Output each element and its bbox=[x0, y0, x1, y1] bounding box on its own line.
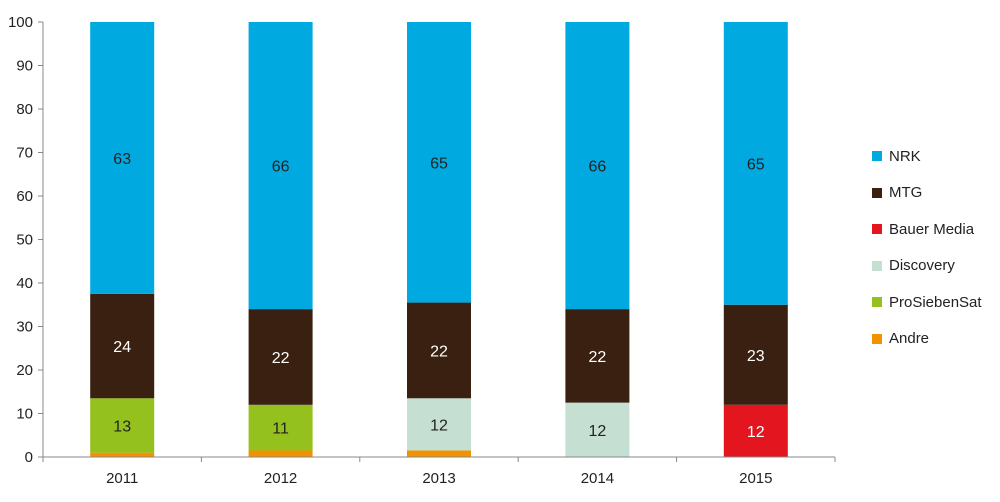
y-tick-label: 80 bbox=[16, 101, 33, 118]
bar-segment-nrk bbox=[248, 22, 313, 310]
bar-segment-mtg bbox=[723, 304, 788, 405]
bar-value-label: 11 bbox=[272, 421, 289, 438]
bar-value-label: 12 bbox=[747, 424, 765, 441]
bar-value-label: 12 bbox=[430, 417, 448, 434]
bar-value-label: 65 bbox=[747, 156, 765, 173]
x-tick-label: 2012 bbox=[264, 470, 297, 487]
bar-value-label: 24 bbox=[113, 339, 131, 356]
legend-label: NRK bbox=[889, 147, 921, 165]
legend-swatch bbox=[872, 151, 882, 161]
bar-value-label: 22 bbox=[272, 350, 290, 367]
legend-swatch bbox=[872, 297, 882, 308]
y-tick-label: 0 bbox=[25, 449, 33, 466]
bar-segment-prosiebensat bbox=[248, 404, 313, 451]
y-tick-label: 20 bbox=[16, 362, 33, 379]
bar-segment-andre bbox=[248, 450, 313, 457]
legend-label: Andre bbox=[889, 330, 930, 348]
y-tick-label: 10 bbox=[16, 406, 33, 423]
bar-segment-mtg bbox=[248, 309, 313, 405]
legend-item: NRK bbox=[872, 146, 982, 166]
bar-segment-discovery bbox=[407, 398, 471, 451]
bar-segment-mtg bbox=[565, 309, 630, 403]
y-tick-label: 100 bbox=[8, 14, 33, 31]
bar-segment-discovery bbox=[565, 402, 630, 457]
bar-value-label: 23 bbox=[747, 348, 765, 365]
legend-label: ProSiebenSat bbox=[889, 293, 982, 311]
x-tick-label: 2014 bbox=[581, 470, 614, 487]
legend-swatch bbox=[872, 224, 882, 235]
legend-label: Bauer Media bbox=[889, 220, 975, 238]
bar-segment-mtg bbox=[407, 302, 471, 399]
bar-segment-nrk bbox=[565, 22, 630, 310]
bar-segment-mtg bbox=[90, 293, 155, 399]
bar-segment-andre bbox=[407, 450, 471, 457]
bar-segment-bauer-media bbox=[723, 404, 788, 457]
legend-swatch bbox=[872, 260, 882, 271]
y-tick-label: 30 bbox=[16, 319, 33, 336]
bar-segment-andre bbox=[90, 452, 155, 457]
legend-swatch bbox=[872, 333, 882, 344]
y-tick-label: 90 bbox=[16, 58, 33, 75]
legend-label: MTG bbox=[889, 184, 923, 202]
bar-value-label: 65 bbox=[430, 155, 448, 172]
legend-label: Discovery bbox=[889, 257, 955, 275]
bar-value-label: 66 bbox=[272, 159, 290, 176]
bar-value-label: 63 bbox=[113, 151, 131, 168]
bar-segment-nrk bbox=[90, 22, 155, 294]
legend-item: Andre bbox=[872, 329, 982, 349]
bar-value-label: 13 bbox=[113, 418, 131, 435]
bar-segment-nrk bbox=[723, 22, 788, 305]
x-tick-label: 2013 bbox=[422, 470, 455, 487]
x-tick-label: 2011 bbox=[106, 470, 138, 487]
legend-item: Discovery bbox=[872, 256, 982, 276]
bar-value-label: 22 bbox=[430, 343, 448, 360]
y-tick-label: 70 bbox=[16, 145, 33, 162]
x-tick-label: 2015 bbox=[739, 470, 772, 487]
legend-swatch bbox=[872, 187, 882, 198]
bar-segment-prosiebensat bbox=[90, 398, 155, 453]
legend-item: ProSiebenSat bbox=[872, 292, 982, 312]
bar-value-label: 22 bbox=[589, 349, 607, 366]
y-tick-label: 40 bbox=[16, 275, 33, 292]
y-tick-label: 60 bbox=[16, 188, 33, 205]
y-tick-label: 50 bbox=[16, 232, 33, 249]
legend-item: MTG bbox=[872, 183, 982, 203]
bar-value-label: 66 bbox=[589, 159, 607, 176]
bar-segment-nrk bbox=[407, 22, 471, 303]
bar-value-label: 12 bbox=[589, 423, 607, 440]
legend-item: Bauer Media bbox=[872, 219, 982, 239]
chart-legend: NRK MTG Bauer Media Discovery ProSiebenSat An… bbox=[872, 146, 982, 366]
